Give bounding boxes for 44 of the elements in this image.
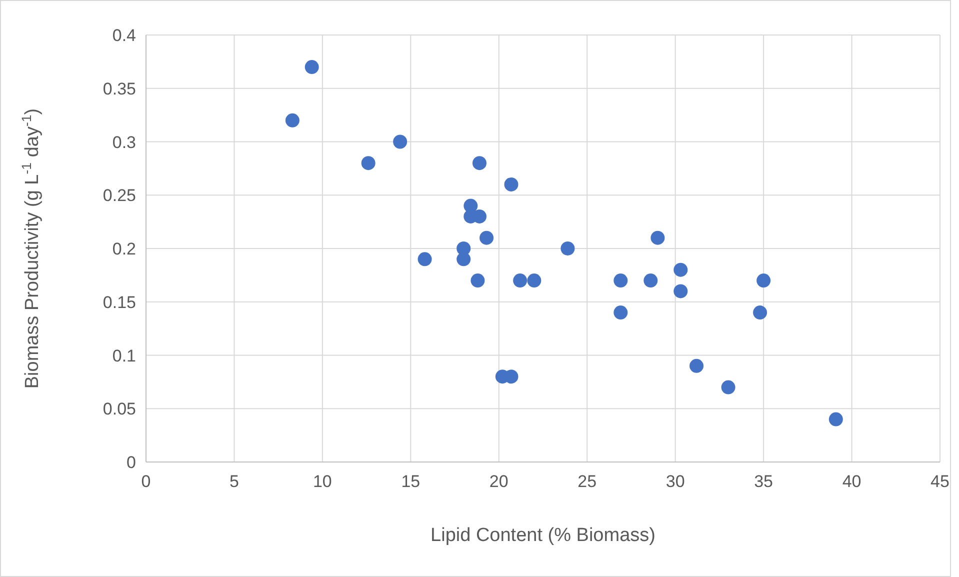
point <box>527 274 542 288</box>
point <box>513 274 528 288</box>
point <box>504 177 518 192</box>
point <box>560 242 575 256</box>
x-axis-title: Lipid Content (% Biomass) <box>430 525 656 546</box>
y-tick-label: 0 <box>126 453 136 472</box>
x-tick-label: 15 <box>401 472 420 491</box>
x-tick-label: 45 <box>930 472 950 491</box>
point <box>674 284 688 298</box>
x-tick-label: 20 <box>489 472 508 491</box>
y-tick-label: 0.15 <box>102 292 136 312</box>
x-tick-label: 25 <box>578 472 597 491</box>
y-tick-label: 0.05 <box>102 400 136 419</box>
x-tick-label: 40 <box>842 472 862 491</box>
y-tick-label: 0.2 <box>112 240 136 258</box>
x-tick-label: 10 <box>312 472 332 491</box>
x-tick-label: 5 <box>229 472 239 491</box>
point <box>650 230 665 245</box>
point <box>304 60 319 74</box>
y-tick-label: 0.3 <box>112 132 136 152</box>
point <box>418 252 432 266</box>
point <box>480 230 494 245</box>
point <box>828 412 843 426</box>
point <box>614 306 628 320</box>
y-tick-label: 0.1 <box>112 346 136 366</box>
y-tick-label: 0.35 <box>102 79 136 98</box>
y-tick-label: 0.25 <box>102 186 136 206</box>
point <box>361 156 376 170</box>
point <box>753 306 768 320</box>
x-tick-label: 0 <box>141 472 151 491</box>
point <box>456 252 471 266</box>
point <box>690 358 704 373</box>
point <box>614 274 628 288</box>
point <box>393 134 408 149</box>
point <box>644 274 658 288</box>
point <box>470 274 485 288</box>
point <box>721 380 736 394</box>
point <box>756 274 771 288</box>
y-tick-label: 0.4 <box>112 26 136 45</box>
point <box>674 262 688 277</box>
point <box>285 113 300 128</box>
x-tick-label: 30 <box>666 472 685 491</box>
point <box>472 156 486 170</box>
x-tick-label: 35 <box>754 472 774 491</box>
